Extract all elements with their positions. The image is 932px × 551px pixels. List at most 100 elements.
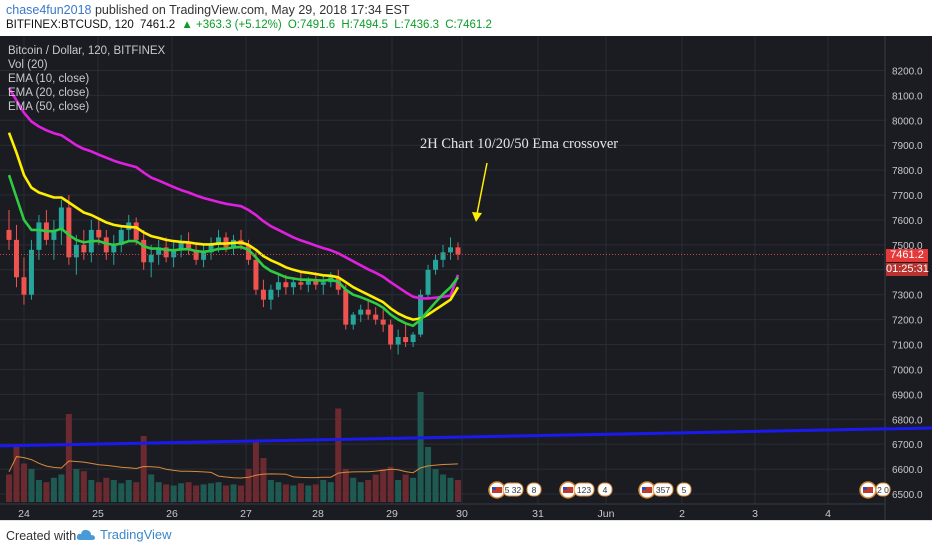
event-count-badge [573,482,595,497]
candle-body [163,247,169,258]
tradingview-logo[interactable]: TradingView [76,527,172,542]
volume-bar [13,447,20,502]
volume-bar [447,477,454,502]
volume-bar [155,482,162,502]
ema20-line [7,132,460,321]
x-tick-label: 27 [240,508,252,520]
y-tick-label: 8000.0 [892,116,923,127]
candle-body [268,289,274,300]
volume-bar [208,483,215,502]
volume-bar [372,474,379,502]
candle-body [290,282,296,288]
x-tick-label: 2 [679,508,685,520]
candle-body [118,229,124,245]
candle-body [440,252,446,260]
volume-bar [6,474,12,502]
volume-bar [35,480,42,502]
candle-body [58,207,64,230]
volume-bar [297,483,304,502]
plot-background [0,36,932,520]
volume-bar [103,477,110,502]
event-flag-icon [863,487,867,490]
candle-body [156,247,162,255]
volume-bar [148,474,155,502]
candle-body [201,252,207,260]
candle-body [36,222,42,250]
volume-bar [50,477,57,502]
candle-body [178,242,184,250]
candle-body [171,249,177,258]
candle-body [260,289,266,300]
y-tick-label: 7900.0 [892,141,923,152]
chart-annotation: 2H Chart 10/20/50 Ema crossover [420,136,619,152]
candle-body [283,282,289,288]
tradingview-brand[interactable]: TradingView [100,527,172,542]
x-tick-label: 3 [752,508,758,520]
volume-bar [410,477,417,502]
volume-bar [80,471,87,502]
x-tick-label: 29 [386,508,398,520]
volume-bar [350,477,357,502]
y-tick-label: 6800.0 [892,415,923,426]
username-link[interactable]: chase4fun2018 [6,3,92,17]
candle-body [28,249,34,295]
legend-ema20: EMA (20, close) [8,87,90,99]
candle-body [81,244,87,253]
volume-bar [163,484,170,502]
chart-area[interactable]: 6500.0 6600.0 6700.0 6800.0 6900.0 7000.0 7100… [0,36,932,520]
x-tick-label: 24 [18,508,30,520]
ema50-line [7,87,460,300]
event-count-label: 5 32 [505,485,522,495]
event-flag-icon [642,487,646,490]
volume-bar [28,469,35,502]
y-tick-label: 7200.0 [892,316,923,327]
event-count-badge [526,482,542,497]
bar-countdown-tag: 01:25:31 [886,262,929,276]
y-tick-label: 7800.0 [892,166,923,177]
candle-body [245,244,251,260]
event-count-label: 4 [603,485,608,495]
candle-body [403,337,409,343]
volume-bar [417,392,424,502]
candle-body [216,237,222,245]
volume-bar [365,480,372,502]
candle-body [358,309,364,315]
candle-body [298,282,304,285]
volume-bar [223,485,230,502]
candle-body [320,282,326,285]
volume-bar [185,482,192,502]
publish-line: chase4fun2018 published on TradingView.c… [6,3,410,17]
event-flag-icon [492,487,496,490]
volume-bar [252,441,259,502]
y-tick-label: 7500.0 [892,241,923,252]
published-text: published on TradingView.com, May 29, 20… [94,3,410,17]
y-tick-label: 6700.0 [892,440,923,451]
candle-body [133,222,139,240]
candle-body [395,337,401,345]
open-value: O:7491.6 [287,19,336,31]
candle-body [73,244,79,258]
candle-body [373,314,379,320]
x-tick-label: 30 [456,508,468,520]
candle-body [51,229,57,240]
volume-bar [65,414,72,502]
candle-body [21,277,27,295]
ema10-line [7,174,460,328]
event-count-badge [676,482,692,497]
volume-bar [230,484,237,502]
x-tick-label: 25 [92,508,104,520]
candle-body [380,319,386,325]
volume-bar [387,466,394,502]
volume-bar [140,436,147,502]
volume-bar [267,480,274,502]
volume-bar [380,469,387,502]
volume-bar [395,480,402,502]
event-count-badge [597,482,613,497]
legend-ema10: EMA (10, close) [8,73,90,85]
high-value: H:7494.5 [341,19,389,31]
last-price-tag: 7461.2 [886,248,928,262]
volume-bar [245,469,252,502]
price-chart[interactable]: 6500.0 6600.0 6700.0 6800.0 6900.0 7000.0 7100… [0,36,932,520]
volume-bar [193,485,200,502]
event-count-badge [652,482,674,497]
